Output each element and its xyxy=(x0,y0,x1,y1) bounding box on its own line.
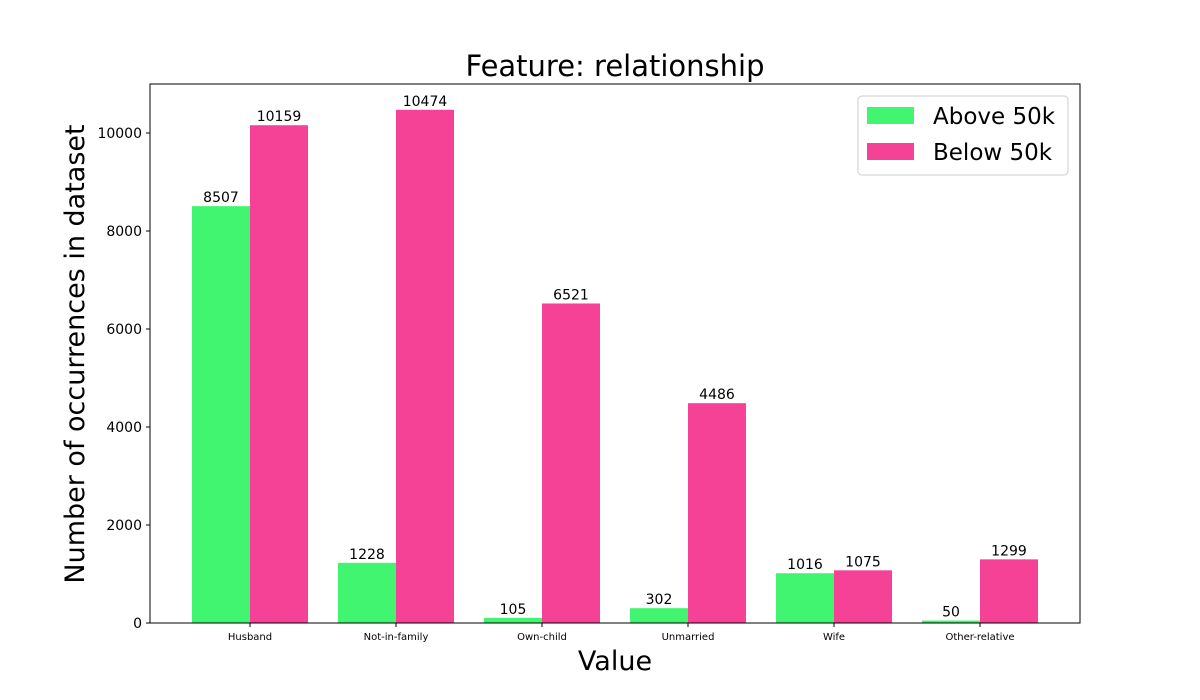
x-tick-label-unmarried: Unmarried xyxy=(662,632,715,643)
bar-unmarried-below-50k xyxy=(688,403,746,623)
x-tick-label-husband: Husband xyxy=(228,632,272,643)
bar-wife-above-50k xyxy=(776,573,834,623)
x-tick-label-not-in-family: Not-in-family xyxy=(364,632,429,643)
bar-label-wife-below-50k: 1075 xyxy=(845,554,881,570)
x-axis-label: Value xyxy=(578,646,652,677)
chart-title: Feature: relationship xyxy=(465,49,764,83)
y-tick-label-2000: 2000 xyxy=(106,518,142,534)
legend-label-below-50k: Below 50k xyxy=(933,140,1053,166)
bar-husband-below-50k xyxy=(250,125,308,624)
bar-label-not-in-family-above-50k: 1228 xyxy=(349,547,385,563)
bar-label-unmarried-above-50k: 302 xyxy=(646,592,673,608)
bar-label-other-relative-above-50k: 50 xyxy=(942,605,960,621)
bar-not-in-family-above-50k xyxy=(338,562,396,623)
y-axis-label: Number of occurrences in dataset xyxy=(60,124,91,583)
bar-label-husband-below-50k: 10159 xyxy=(257,109,302,125)
x-tick-label-own-child: Own-child xyxy=(517,632,567,643)
bar-label-own-child-above-50k: 105 xyxy=(500,602,527,618)
bar-label-other-relative-below-50k: 1299 xyxy=(991,543,1027,559)
bar-label-unmarried-below-50k: 4486 xyxy=(699,387,735,403)
bars-layer xyxy=(192,109,1038,624)
bar-husband-above-50k xyxy=(192,206,250,624)
legend: Above 50k Below 50k xyxy=(857,95,1069,176)
bar-own-child-above-50k xyxy=(484,617,542,623)
y-tick-label-10000: 10000 xyxy=(97,126,142,142)
legend-swatch-above-50k xyxy=(867,107,914,124)
bar-labels-layer: 8507 10159 1228 10474 105 6521 302 4486 1016 1075… xyxy=(203,94,1027,621)
bar-label-wife-above-50k: 1016 xyxy=(787,557,823,573)
plot-frame xyxy=(149,83,1081,624)
bar-other-relative-below-50k xyxy=(980,559,1038,623)
x-axis: Husband Not-in-family Own-child Unmarried Wi… xyxy=(228,623,1015,643)
bar-label-husband-above-50k: 8507 xyxy=(203,190,239,206)
legend-label-above-50k: Above 50k xyxy=(933,104,1056,130)
y-tick-label-6000: 6000 xyxy=(106,322,142,338)
y-tick-label-8000: 8000 xyxy=(106,224,142,240)
y-axis: 0 2000 4000 6000 8000 10000 xyxy=(97,126,150,632)
bar-other-relative-above-50k xyxy=(922,620,980,623)
bar-wife-below-50k xyxy=(834,570,892,623)
x-tick-label-wife: Wife xyxy=(823,632,845,643)
bar-own-child-below-50k xyxy=(542,303,600,623)
y-tick-label-0: 0 xyxy=(133,616,142,632)
x-tick-label-other-relative: Other-relative xyxy=(945,632,1014,643)
bar-label-own-child-below-50k: 6521 xyxy=(553,287,589,303)
legend-swatch-below-50k xyxy=(867,143,914,160)
y-tick-label-4000: 4000 xyxy=(106,420,142,436)
bar-label-not-in-family-below-50k: 10474 xyxy=(403,94,448,110)
bar-not-in-family-below-50k xyxy=(396,109,454,624)
bar-unmarried-above-50k xyxy=(630,608,688,623)
